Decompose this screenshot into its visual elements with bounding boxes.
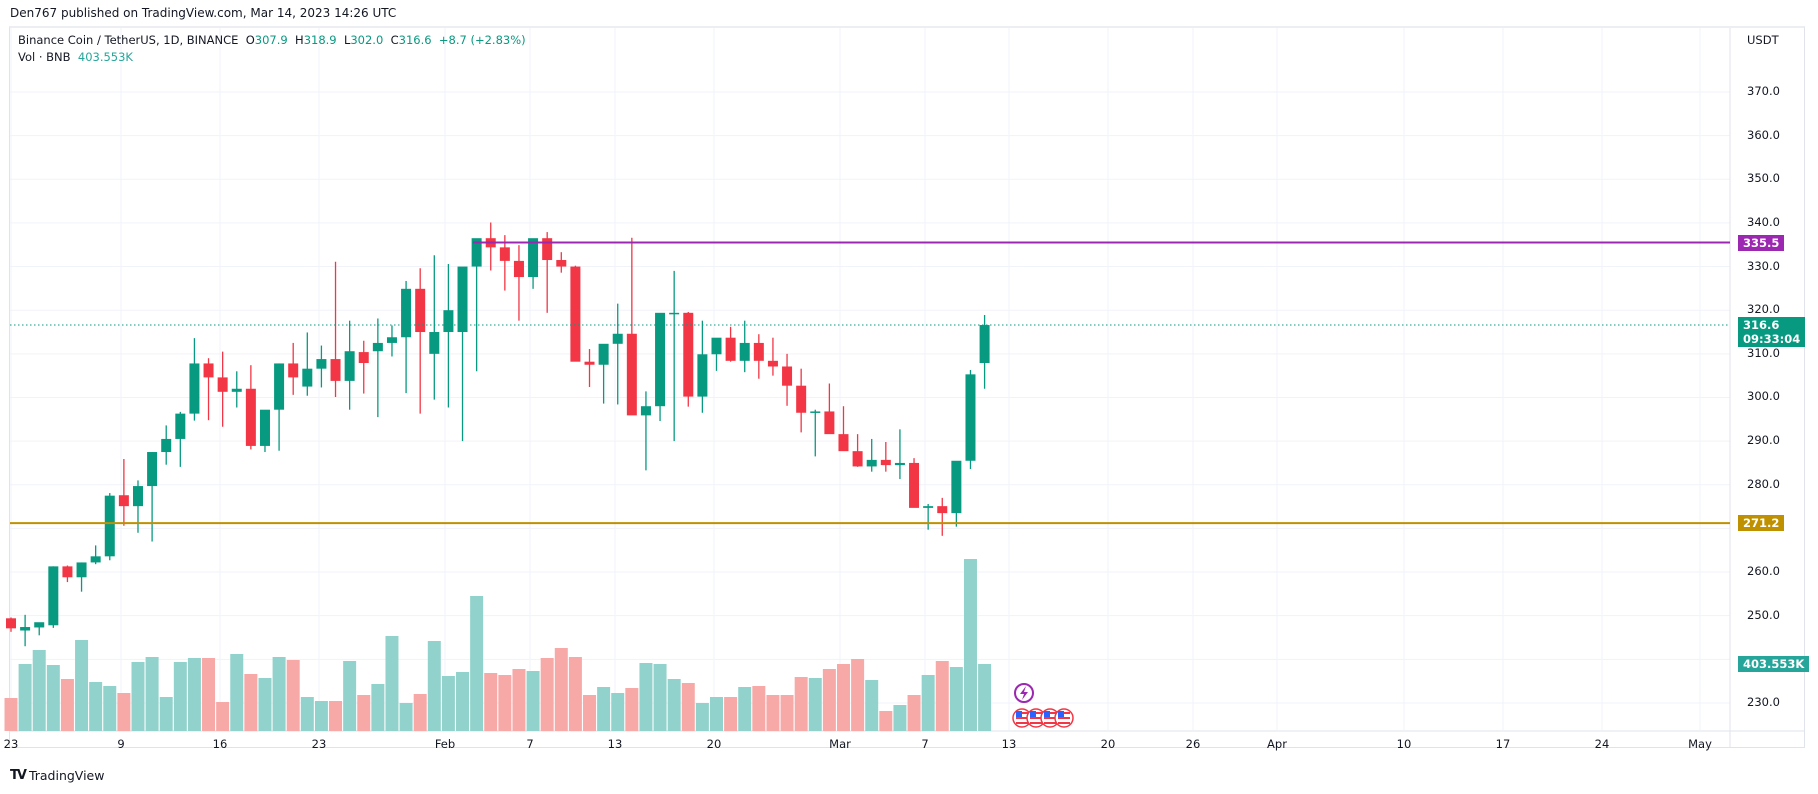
price-tick: 230.0 (1747, 694, 1780, 709)
logo-text: TradingView (28, 768, 105, 783)
low-value: 302.0 (350, 33, 384, 47)
date-tick: May (1688, 737, 1712, 751)
volume-label: Vol · BNB (18, 50, 71, 64)
date-tick: 9 (117, 737, 125, 751)
candlesticks (6, 222, 990, 647)
date-tick: 16 (212, 737, 228, 751)
price-tick: 250.0 (1747, 607, 1780, 622)
price-tag-value: 335.5 (1743, 235, 1780, 250)
price-tick: 280.0 (1747, 476, 1780, 491)
legend-symbol-row[interactable]: Binance Coin / TetherUS, 1D, BINANCE O30… (18, 33, 526, 47)
publisher-line: Den767 published on TradingView.com, Mar… (10, 6, 397, 20)
event-markers[interactable] (1012, 683, 1074, 728)
legend-volume-row[interactable]: Vol · BNB 403.553K (18, 50, 133, 64)
price-tick: 350.0 (1747, 171, 1780, 186)
volume-value: 403.553K (77, 50, 133, 64)
date-tick: Feb (434, 737, 456, 751)
price-tick: 260.0 (1747, 564, 1780, 579)
date-tick: 7 (526, 737, 534, 751)
price-tick: 320.0 (1747, 302, 1780, 317)
date-tick: 23 (3, 737, 19, 751)
horizontal-lines[interactable] (10, 241, 1730, 525)
date-tick: 10 (1396, 737, 1412, 751)
date-tick: 17 (1495, 737, 1511, 751)
open-value: 307.9 (254, 33, 288, 47)
low-label: L (343, 33, 351, 47)
date-tick: Mar (829, 737, 851, 751)
currency-label[interactable]: USDT (1747, 33, 1779, 47)
price-tick: 360.0 (1747, 127, 1780, 142)
price-tick: 300.0 (1747, 389, 1780, 404)
tradingview-logo-icon: TV (10, 768, 27, 783)
date-tick: 13 (1001, 737, 1017, 751)
countdown-timer: 09:33:04 (1743, 332, 1801, 347)
price-tick: 340.0 (1747, 214, 1780, 229)
price-tag: 403.553K (1738, 656, 1810, 672)
date-tick: 26 (1185, 737, 1201, 751)
close-label: C (390, 33, 399, 47)
date-tick: 23 (311, 737, 327, 751)
date-tick: 20 (706, 737, 722, 751)
date-tick: 20 (1100, 737, 1116, 751)
price-tick: 310.0 (1747, 345, 1780, 360)
price-tag-value: 271.2 (1743, 516, 1780, 531)
high-label: H (295, 33, 304, 47)
chart-frame[interactable] (9, 26, 1805, 748)
date-tick: 24 (1594, 737, 1610, 751)
price-tick: 290.0 (1747, 433, 1780, 448)
price-tag-value: 403.553K (1743, 657, 1805, 671)
date-tick: 13 (607, 737, 623, 751)
volume-bars (4, 559, 992, 731)
high-value: 318.9 (303, 33, 337, 47)
symbol-title: Binance Coin / TetherUS, 1D, BINANCE (18, 33, 239, 47)
price-tick: 330.0 (1747, 258, 1780, 273)
price-tick: 370.0 (1747, 84, 1780, 98)
price-tag: 335.5 (1738, 234, 1785, 251)
tradingview-logo[interactable]: TV TradingView (10, 768, 104, 783)
price-tag-value: 316.6 (1743, 318, 1780, 333)
close-value: 316.6 (398, 33, 432, 47)
open-label: O (245, 33, 255, 47)
change-value: +8.7 (+2.83%) (438, 33, 526, 47)
date-tick: 7 (921, 737, 929, 751)
date-tick: Apr (1267, 737, 1287, 751)
price-tag: 316.6 09:33:04 (1738, 317, 1806, 348)
price-tag: 271.2 (1738, 515, 1785, 532)
